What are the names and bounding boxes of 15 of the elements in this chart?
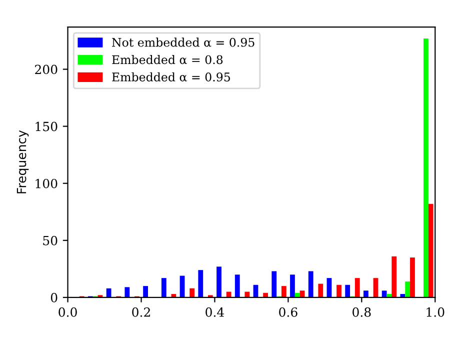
x-tick-label: 1.0: [426, 307, 444, 317]
x-tick-label: 0.6: [279, 307, 298, 317]
legend-label: Embedded α = 0.8: [112, 54, 223, 64]
y-tick-label: 100: [36, 178, 58, 188]
y-tick-label: 50: [43, 236, 58, 246]
y-tick-label: 200: [35, 64, 58, 74]
y-axis-title: Frequency: [16, 130, 29, 194]
x-tick-label: 0.2: [132, 307, 150, 317]
y-tick-label: 0: [50, 292, 58, 302]
y-tick-label: 150: [36, 122, 58, 132]
x-tick-label: 0.4: [206, 307, 224, 317]
x-tick-label: 0.0: [58, 307, 77, 317]
x-tick-label: 0.8: [352, 307, 371, 317]
legend-label: Embedded α = 0.95: [112, 72, 230, 82]
legend-label: Not embedded α = 0.95: [112, 38, 254, 47]
